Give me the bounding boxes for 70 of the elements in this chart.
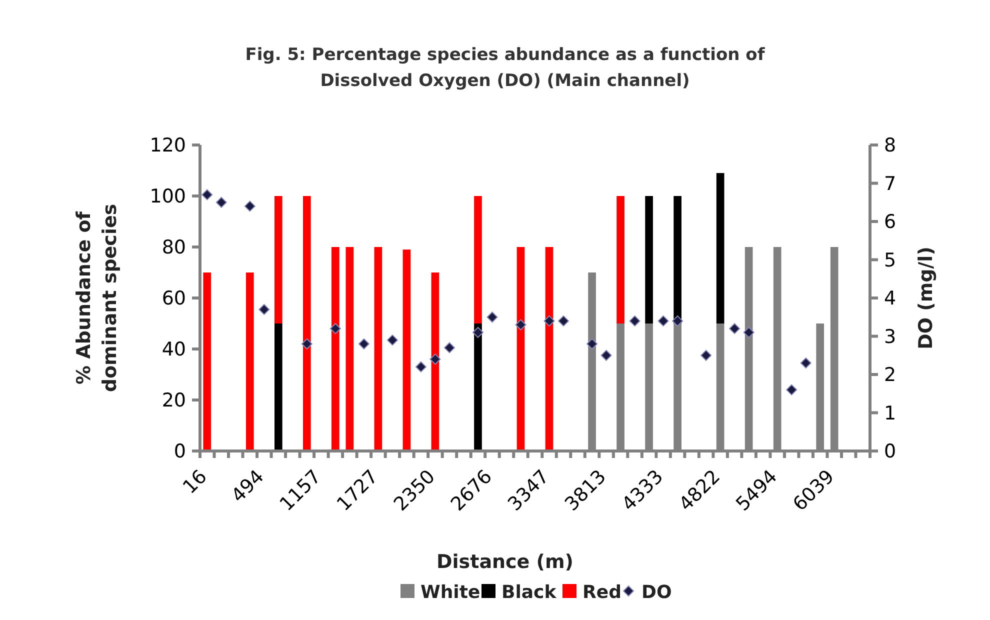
bar <box>674 196 682 324</box>
point <box>258 304 270 315</box>
y-tick-label: 40 <box>162 338 186 361</box>
y2-tick-label: 6 <box>884 211 896 234</box>
point <box>629 315 640 326</box>
bar <box>246 272 254 451</box>
y2-tick-label: 0 <box>884 440 896 463</box>
point <box>786 384 798 396</box>
legend-label: Black <box>502 582 558 603</box>
y-tick-label: 100 <box>150 186 186 208</box>
bar <box>616 196 624 324</box>
point <box>330 323 341 334</box>
bar <box>516 247 525 451</box>
point <box>544 315 555 326</box>
y-tick-label: 80 <box>162 236 186 259</box>
legend-label: White <box>420 582 480 603</box>
y2-axis-title: DO (mg/l) <box>915 246 937 350</box>
bar <box>645 196 653 324</box>
point <box>216 196 227 208</box>
point <box>658 315 669 326</box>
point <box>700 350 712 361</box>
point <box>729 323 740 334</box>
point <box>415 361 426 372</box>
x-tick-label: 16 <box>178 466 212 498</box>
y2-tick-label: 2 <box>884 364 896 386</box>
point <box>244 200 256 212</box>
bar <box>402 250 411 451</box>
x-axis-title: Distance (m) <box>436 551 574 573</box>
point <box>430 354 441 365</box>
point <box>743 326 754 338</box>
y2-tick-label: 1 <box>884 402 896 424</box>
bar <box>545 247 554 451</box>
bar <box>274 196 282 324</box>
point <box>600 350 612 361</box>
bar <box>302 196 311 451</box>
point <box>301 338 312 350</box>
point <box>586 338 598 350</box>
bar <box>332 247 340 451</box>
y2-tick-label: 8 <box>884 134 896 157</box>
point <box>558 315 570 326</box>
point <box>800 358 812 369</box>
point <box>486 312 498 323</box>
y-tick-label: 0 <box>174 440 186 463</box>
bar <box>474 324 482 451</box>
y-tick-label: 120 <box>150 134 186 157</box>
point <box>202 189 213 200</box>
point <box>472 326 484 338</box>
y2-tick-label: 3 <box>884 326 896 348</box>
y2-tick-label: 7 <box>884 172 896 195</box>
point <box>515 319 526 330</box>
y-tick-label: 20 <box>162 390 186 412</box>
bar <box>203 272 212 451</box>
point <box>672 315 684 326</box>
y-tick-label: 60 <box>162 288 186 310</box>
bar <box>374 247 382 451</box>
legend-label: Red <box>582 582 622 603</box>
point <box>444 342 455 354</box>
y2-tick-label: 4 <box>884 288 896 310</box>
bar <box>431 272 440 451</box>
point <box>358 338 370 350</box>
point <box>386 334 398 346</box>
bar <box>346 247 354 451</box>
x-tick-label: 494 <box>227 466 268 507</box>
y-axis-title: % Abundance of dominant species <box>73 204 121 392</box>
bar <box>274 324 282 451</box>
chart-title: Fig. 5: Percentage species abundance as a function of Dissolved Oxygen (DO) (Main channel) <box>245 45 766 91</box>
y2-tick-label: 5 <box>884 249 896 272</box>
bar <box>716 173 724 324</box>
bar <box>474 196 482 324</box>
legend-label: DO <box>642 582 672 603</box>
